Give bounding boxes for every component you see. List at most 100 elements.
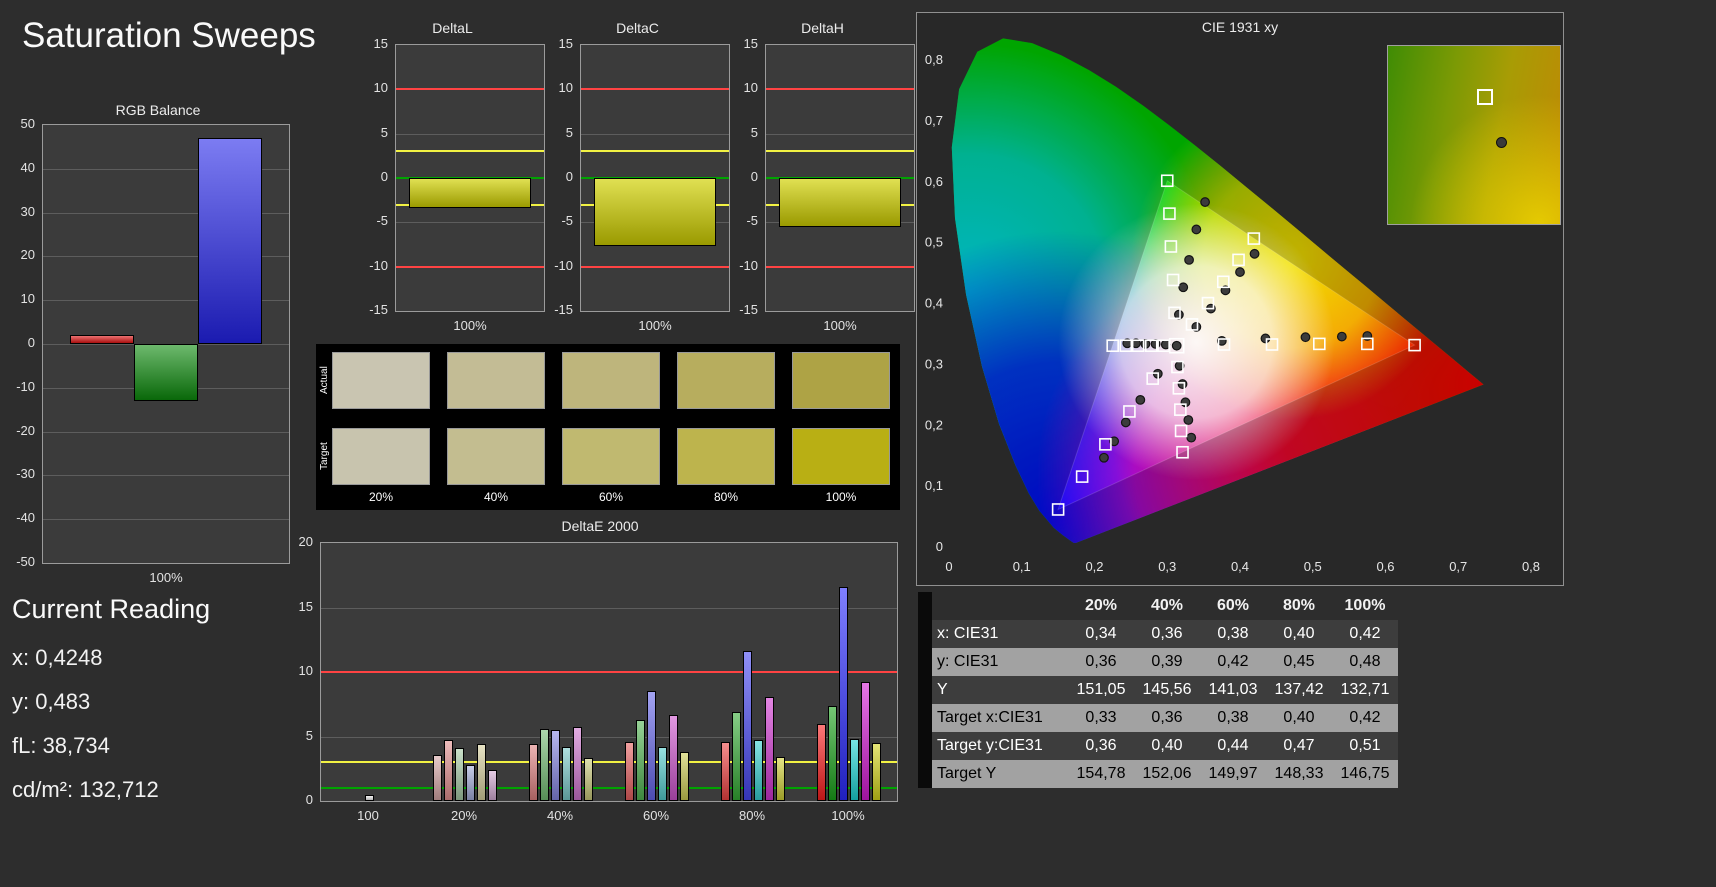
deltae-bar [732, 711, 741, 801]
cie-1931-title: CIE 1931 xy [1201, 19, 1279, 35]
table-strip [918, 648, 932, 676]
rgb-balance-plot [42, 124, 290, 564]
table-header-blank [932, 592, 1068, 620]
deltae-bar [861, 682, 870, 801]
table-header: 80% [1282, 597, 1316, 614]
y-tick-label: -10 [554, 257, 573, 273]
delta-bar [409, 178, 531, 209]
x-group-label: 100 [357, 808, 379, 823]
deltae-bar [839, 586, 848, 801]
table-strip [918, 676, 932, 704]
table-corner [918, 592, 932, 620]
deltae-bar [743, 651, 752, 801]
deltae-bar [817, 723, 826, 801]
x-group-label: 20% [450, 808, 478, 823]
deltae-bar [872, 742, 881, 801]
table-row-label: x: CIE31 [932, 620, 1068, 648]
cie-white-point [1168, 337, 1185, 354]
table-value-cell: 137,42 [1266, 676, 1332, 704]
swatch-actual-80% [677, 352, 775, 409]
svg-text:0,3: 0,3 [1158, 559, 1176, 574]
page-title: Saturation Sweeps [22, 16, 316, 55]
deltae-bar [625, 741, 634, 801]
svg-text:0,5: 0,5 [1304, 559, 1322, 574]
y-tick-label: 30 [20, 203, 35, 219]
deltae-bar [551, 730, 560, 801]
cie-horseshoe [951, 38, 1484, 544]
gridline [43, 300, 289, 302]
reference-line [321, 671, 897, 673]
deltae-bar [488, 770, 497, 801]
svg-text:0,4: 0,4 [1231, 559, 1249, 574]
table-value-cell: 0,40 [1266, 620, 1332, 648]
table-header: 100% [1344, 597, 1386, 614]
table-value-cell: 0,42 [1200, 648, 1266, 676]
table-value-cell: 0,48 [1332, 648, 1398, 676]
rgb-bar-blue [198, 138, 262, 344]
table-header: 20% [1084, 597, 1118, 614]
y-tick-label: 20 [298, 534, 313, 549]
table-value-cell: 0,42 [1332, 620, 1398, 648]
table-value-cell: 0,38 [1200, 704, 1266, 732]
table-value-cell: 149,97 [1200, 760, 1266, 788]
x-group-label: 60% [642, 808, 670, 823]
y-tick-label: 20 [20, 247, 35, 263]
swatch-row-label: Target [319, 442, 330, 471]
swatch-actual-20% [332, 352, 430, 409]
y-tick-label: -50 [16, 554, 35, 569]
reference-line [766, 88, 914, 91]
rgb-bar-green [134, 344, 198, 401]
table-value-cell: 0,47 [1266, 732, 1332, 760]
gamut-triangle [1057, 180, 1416, 511]
deltae-bar [721, 741, 730, 801]
table-value-cell: 0,51 [1332, 732, 1398, 760]
y-tick-label: -15 [369, 302, 388, 317]
delta-h-x-label: 100% [823, 318, 857, 333]
cie-diagram: 0 0,1 0,2 0,3 0,4 0,5 0,6 0,7 0,8 0 0,1 0,2 0,3 0,4 0,… [925, 38, 1540, 574]
deltae-bar [562, 746, 571, 801]
gridline [581, 133, 729, 135]
svg-text:0,5: 0,5 [925, 235, 943, 250]
reading-x: x: 0,4248 [12, 645, 103, 670]
swatch-col-label: 60% [598, 490, 624, 504]
table-value-cell: 0,36 [1068, 732, 1134, 760]
y-tick-label: -15 [554, 302, 573, 317]
deltae-bar [573, 727, 582, 801]
svg-text:0,8: 0,8 [1522, 559, 1540, 574]
table-value-cell: 152,06 [1134, 760, 1200, 788]
deltae-bar [828, 705, 837, 801]
svg-text:0,7: 0,7 [1449, 559, 1467, 574]
deltae-bar [529, 744, 538, 801]
deltae-bar [850, 739, 859, 801]
delta-c-x-label: 100% [638, 318, 672, 333]
table-value-cell: 0,42 [1332, 704, 1398, 732]
y-tick-label: 5 [305, 727, 313, 743]
y-tick-label: -40 [16, 510, 35, 526]
table-value-cell: 0,33 [1068, 704, 1134, 732]
table-strip [918, 620, 932, 648]
y-tick-label: 5 [750, 124, 758, 140]
y-tick-label: -5 [746, 213, 758, 229]
y-tick-label: 40 [20, 159, 35, 175]
svg-text:0,2: 0,2 [925, 417, 943, 432]
table-strip [918, 704, 932, 732]
y-tick-label: 15 [373, 36, 388, 51]
deltae-2000-title: DeltaE 2000 [561, 518, 639, 534]
y-tick-label: 0 [380, 169, 388, 184]
table-row-label: Y [932, 676, 1068, 704]
delta-h-chart: DeltaH 100% 15 10 5 0 -5 -10 -15 [725, 18, 920, 344]
y-tick-label: -10 [739, 257, 758, 273]
x-group-label: 100% [831, 808, 865, 823]
table-strip [918, 760, 932, 788]
y-tick-label: 50 [20, 116, 35, 131]
delta-l-chart: DeltaL 100% 15 10 5 0 -5 -10 -15 [355, 18, 550, 344]
reading-y: y: 0,483 [12, 689, 91, 714]
deltae-bar [647, 691, 656, 801]
delta-l-x-label: 100% [453, 318, 487, 333]
y-tick-label: 10 [558, 80, 573, 96]
table-value-cell: 145,56 [1134, 676, 1200, 704]
table-value-cell: 154,78 [1068, 760, 1134, 788]
deltae-bar [680, 751, 689, 801]
rgb-balance-x-label: 100% [149, 570, 183, 585]
swatch-col-label: 100% [825, 490, 857, 504]
